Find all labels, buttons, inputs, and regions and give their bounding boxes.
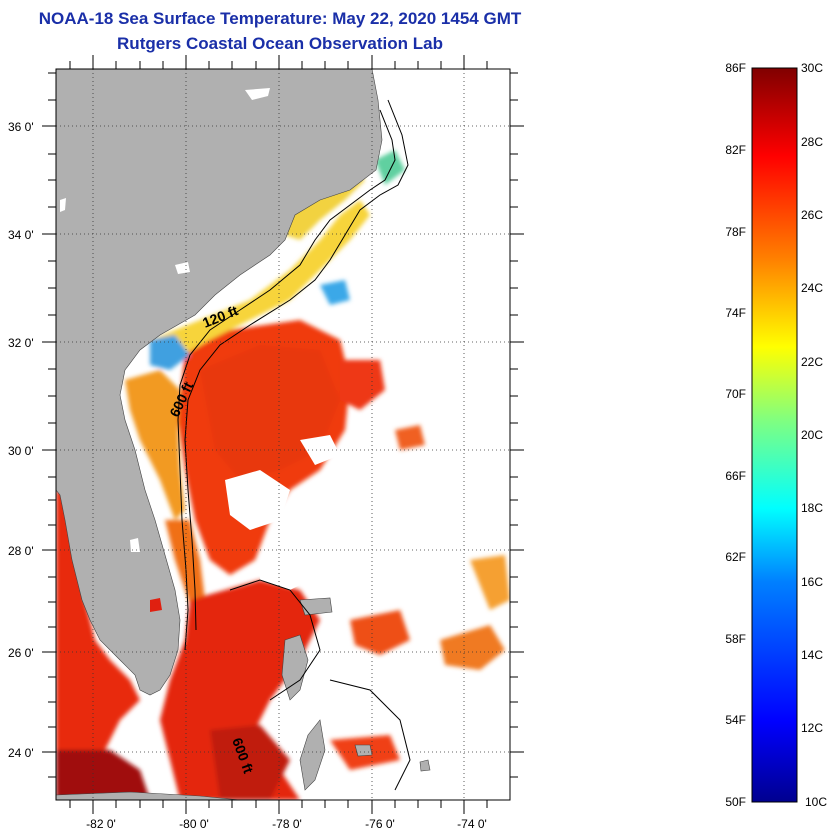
colorbar-c-label: 24C xyxy=(801,281,823,295)
map-panel xyxy=(56,69,510,800)
colorbar-f-label: 50F xyxy=(725,795,746,809)
colorbar-f-label: 78F xyxy=(725,225,746,239)
latitude-labels: 36 0' 34 0' 32 0' 30 0' 28 0' 26 0' 24 0… xyxy=(8,120,34,760)
cloud-gaps xyxy=(225,435,360,590)
colorbar-f-label: 62F xyxy=(725,550,746,564)
lat-label: 24 0' xyxy=(8,746,34,760)
colorbar-f-label: 58F xyxy=(725,632,746,646)
lon-label: -74 0' xyxy=(457,817,487,831)
colorbar-f-label: 66F xyxy=(725,469,746,483)
colorbar-f-label: 82F xyxy=(725,143,746,157)
lon-label: -78 0' xyxy=(272,817,302,831)
longitude-labels: -82 0' -80 0' -78 0' -76 0' -74 0' xyxy=(86,817,487,831)
lat-label: 32 0' xyxy=(8,336,34,350)
lon-label: -82 0' xyxy=(86,817,116,831)
lon-label: -80 0' xyxy=(179,817,209,831)
colorbar-c-label: 26C xyxy=(801,208,823,222)
lat-label: 34 0' xyxy=(8,228,34,242)
lat-label: 26 0' xyxy=(8,646,34,660)
isobath-contours xyxy=(177,99,411,791)
colorbar-c-label: 30C xyxy=(801,61,823,75)
lat-label: 30 0' xyxy=(8,444,34,458)
colorbar-c-label: 20C xyxy=(801,428,823,442)
colorbar-c-label: 14C xyxy=(801,648,823,662)
colorbar: 86F 82F 78F 74F 70F 66F 62F 58F 54F 50F … xyxy=(725,61,827,809)
colorbar-c-label: 18C xyxy=(801,501,823,515)
colorbar-f-label: 86F xyxy=(725,61,746,75)
colorbar-ramp xyxy=(751,67,798,803)
lakes xyxy=(60,88,270,612)
colorbar-f-label: 74F xyxy=(725,306,746,320)
lat-label: 36 0' xyxy=(8,120,34,134)
lon-label: -76 0' xyxy=(365,817,395,831)
colorbar-f-label: 54F xyxy=(725,713,746,727)
map-frame xyxy=(55,68,511,801)
colorbar-c-label: 10C xyxy=(805,795,827,809)
colorbar-c-label: 28C xyxy=(801,135,823,149)
colorbar-c-label: 16C xyxy=(801,575,823,589)
colorbar-c-label: 12C xyxy=(801,721,823,735)
colorbar-c-label: 22C xyxy=(801,355,823,369)
axis-ticks xyxy=(42,55,524,814)
map-subtitle: Rutgers Coastal Ocean Observation Lab xyxy=(117,34,443,53)
lat-label: 28 0' xyxy=(8,544,34,558)
colorbar-f-label: 70F xyxy=(725,387,746,401)
map-title: NOAA-18 Sea Surface Temperature: May 22,… xyxy=(38,9,522,28)
